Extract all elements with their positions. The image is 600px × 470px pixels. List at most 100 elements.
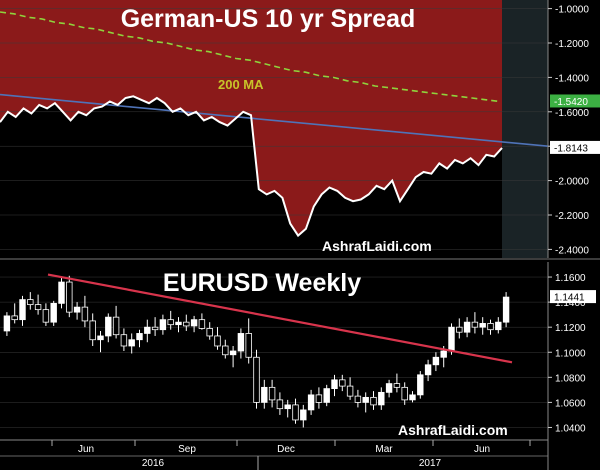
candle-body bbox=[112, 316, 120, 336]
candle-body bbox=[97, 335, 104, 341]
candle-body bbox=[237, 333, 245, 352]
candle-body bbox=[331, 379, 338, 390]
candle-body bbox=[300, 409, 307, 421]
candle-body bbox=[471, 321, 479, 328]
candle-body bbox=[448, 326, 455, 352]
candle-body bbox=[284, 404, 291, 410]
candle-body bbox=[81, 306, 89, 322]
x-tick-label: Dec bbox=[277, 444, 295, 455]
eurusd-watermark: AshrafLaidi.com bbox=[398, 422, 508, 438]
candle-body bbox=[27, 299, 34, 306]
eurusd-panel: 1.1600 1.1400 1.1200 1.1000 1.0800 1.0600 1.04… bbox=[0, 262, 596, 440]
candle-body bbox=[11, 315, 18, 321]
spread-panel: -1.0000-1.2000-1.4000-1.6000-1.8000-2.00… bbox=[0, 0, 600, 260]
candle-body bbox=[3, 315, 11, 332]
candle-body bbox=[167, 319, 174, 326]
spread-ytick-label: -1.6000 bbox=[555, 108, 589, 119]
eurusd-ytick-label: 1.1400 bbox=[555, 298, 586, 309]
candle-body bbox=[495, 321, 502, 331]
candle-body bbox=[307, 394, 315, 411]
candle-body bbox=[362, 396, 369, 403]
x-tick-label: Mar bbox=[375, 444, 393, 455]
x-tick-label: Sep bbox=[178, 444, 196, 455]
eurusd-ytick-label: 1.1600 bbox=[555, 273, 586, 284]
candle-body bbox=[136, 333, 143, 341]
eurusd-last-value-badge bbox=[550, 290, 596, 304]
eurusd-ytick-label: 1.1200 bbox=[555, 323, 586, 334]
candle-body bbox=[370, 396, 377, 406]
candle-body bbox=[245, 333, 252, 358]
candle-body bbox=[19, 299, 26, 321]
ma-line bbox=[0, 11, 501, 103]
candle-body bbox=[42, 309, 50, 323]
candle-body bbox=[105, 316, 112, 337]
eurusd-ytick-label: 1.1000 bbox=[555, 348, 586, 359]
candle-body bbox=[276, 399, 284, 410]
candle-body bbox=[50, 302, 57, 323]
spread-line bbox=[0, 95, 503, 238]
spread-ytick-label: -1.0000 bbox=[555, 5, 589, 16]
eurusd-ytick-label: 1.0800 bbox=[555, 373, 586, 384]
year-label: 2016 bbox=[142, 458, 165, 469]
candle-body bbox=[58, 281, 65, 304]
candle-body bbox=[159, 319, 167, 331]
candle-body bbox=[487, 323, 494, 331]
eurusd-title: EURUSD Weekly bbox=[163, 269, 361, 297]
eurusd-ytick-label: 1.0400 bbox=[555, 423, 586, 434]
candle-body bbox=[151, 326, 159, 331]
ma-label: 200 MA bbox=[218, 77, 264, 92]
spread-area bbox=[0, 0, 502, 236]
spread-watermark: AshrafLaidi.com bbox=[322, 238, 432, 254]
candle-body bbox=[214, 335, 221, 347]
spread-ytick-label: -2.2000 bbox=[555, 211, 589, 222]
spread-last-value-badge bbox=[550, 140, 600, 154]
spread-last-value-label: -1.8143 bbox=[554, 143, 588, 154]
candle-body bbox=[463, 321, 471, 333]
ma-value-label: -1.5420 bbox=[554, 97, 588, 108]
candle-body bbox=[292, 404, 299, 421]
eurusd-last-value-label: 1.1441 bbox=[554, 293, 585, 304]
candle-body bbox=[175, 321, 182, 326]
candle-body bbox=[479, 323, 486, 328]
x-tick-label: Jun bbox=[78, 444, 94, 455]
year-label: 2017 bbox=[419, 458, 442, 469]
candle-body bbox=[66, 281, 73, 313]
candle-body bbox=[424, 364, 432, 376]
candle-body bbox=[253, 356, 260, 403]
spread-ytick-label: -2.4000 bbox=[555, 245, 589, 256]
candle-body bbox=[432, 356, 440, 366]
candle-body bbox=[89, 320, 96, 341]
candle-body bbox=[144, 326, 151, 334]
candle-body bbox=[183, 321, 190, 327]
candle-body bbox=[315, 394, 323, 403]
forward-band bbox=[502, 0, 548, 258]
candle-body bbox=[456, 326, 463, 333]
spread-trendline bbox=[0, 93, 549, 147]
spread-y-axis-area bbox=[548, 0, 600, 258]
spread-ytick-label: -1.4000 bbox=[555, 73, 589, 84]
candle-body bbox=[222, 345, 229, 356]
candle-body bbox=[417, 374, 424, 396]
candle-body bbox=[261, 386, 268, 403]
x-tick-label: Jun bbox=[474, 444, 490, 455]
candle-body bbox=[440, 350, 447, 358]
candle-body bbox=[190, 319, 198, 327]
candle-body bbox=[268, 386, 276, 401]
candle-body bbox=[378, 391, 385, 406]
eurusd-trendline bbox=[47, 273, 513, 364]
spread-title: German-US 10 yr Spread bbox=[121, 5, 416, 33]
candle-body bbox=[393, 383, 401, 388]
spread-ytick-label: -2.0000 bbox=[555, 177, 589, 188]
candle-body bbox=[198, 319, 206, 329]
ma-value-badge bbox=[550, 94, 600, 108]
candle-body bbox=[385, 383, 393, 393]
candle-body bbox=[409, 394, 416, 401]
eurusd-ytick-label: 1.0600 bbox=[555, 398, 586, 409]
candle-body bbox=[128, 339, 135, 347]
spread-ytick-label: -1.2000 bbox=[555, 39, 589, 50]
candle-body bbox=[346, 385, 354, 397]
candle-body bbox=[120, 334, 128, 347]
candle-body bbox=[206, 328, 213, 337]
